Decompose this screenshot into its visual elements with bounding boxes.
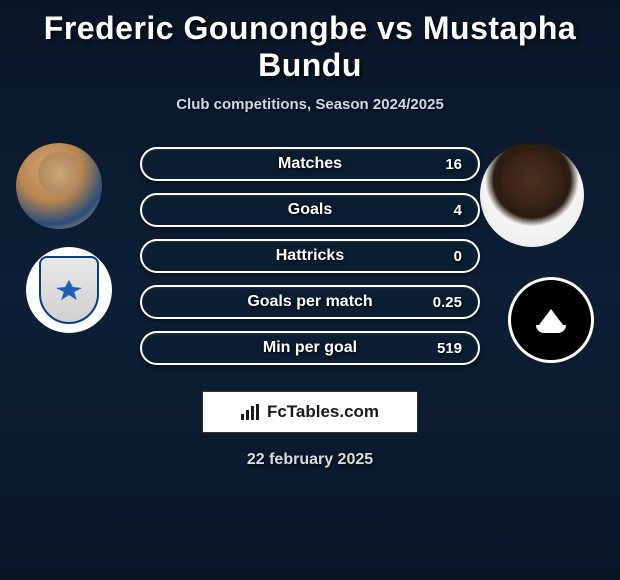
bird-icon — [56, 280, 82, 300]
stat-bar-goals-per-match: Goals per match 0.25 — [140, 285, 480, 319]
stat-bar-min-per-goal: Min per goal 519 — [140, 331, 480, 365]
stat-value: 4 — [454, 202, 462, 219]
stat-label: Goals per match — [247, 293, 372, 311]
stat-label: Goals — [288, 201, 332, 219]
stat-label: Min per goal — [263, 339, 357, 357]
stat-value: 0.25 — [433, 294, 462, 311]
player-left-avatar — [16, 143, 102, 229]
player-right-avatar — [480, 143, 584, 247]
club-right-badge — [508, 277, 594, 363]
brand-text: FcTables.com — [267, 402, 379, 422]
shield-icon — [39, 256, 99, 324]
stat-value: 16 — [445, 156, 462, 173]
stat-label: Hattricks — [276, 247, 344, 265]
page-title: Frederic Gounongbe vs Mustapha Bundu — [0, 10, 620, 84]
stat-value: 519 — [437, 340, 462, 357]
ship-icon — [531, 307, 571, 333]
subtitle: Club competitions, Season 2024/2025 — [0, 96, 620, 113]
stats-area: Matches 16 Goals 4 Hattricks 0 Goals per… — [0, 143, 620, 383]
brand-box: FcTables.com — [202, 391, 418, 433]
infographic-container: Frederic Gounongbe vs Mustapha Bundu Clu… — [0, 0, 620, 469]
date-text: 22 february 2025 — [0, 451, 620, 469]
stat-bar-goals: Goals 4 — [140, 193, 480, 227]
stat-value: 0 — [454, 248, 462, 265]
stat-label: Matches — [278, 155, 342, 173]
bar-chart-icon — [241, 404, 261, 420]
stat-bars: Matches 16 Goals 4 Hattricks 0 Goals per… — [140, 143, 480, 365]
club-left-badge — [26, 247, 112, 333]
stat-bar-matches: Matches 16 — [140, 147, 480, 181]
stat-bar-hattricks: Hattricks 0 — [140, 239, 480, 273]
